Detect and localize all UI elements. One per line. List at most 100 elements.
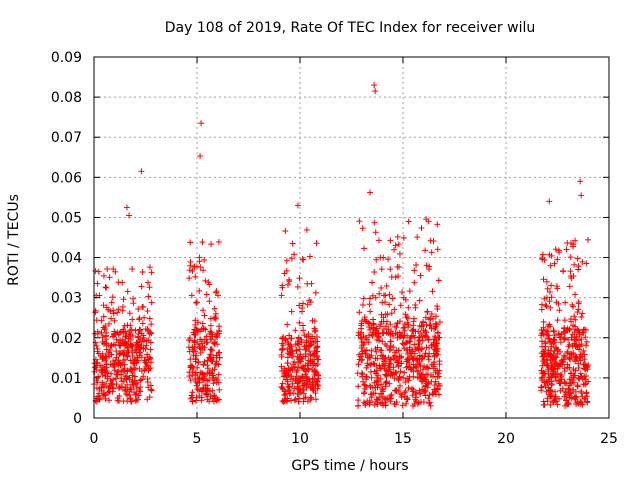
- data-point: [204, 382, 211, 389]
- data-point: [293, 369, 300, 376]
- data-point: [285, 386, 292, 393]
- data-point: [189, 268, 196, 275]
- data-point: [98, 387, 105, 394]
- data-point: [214, 292, 221, 299]
- data-point: [108, 315, 115, 322]
- data-point: [128, 398, 135, 405]
- data-point: [293, 347, 300, 354]
- data-point: [206, 298, 213, 305]
- data-point: [289, 353, 296, 360]
- data-point: [112, 330, 119, 337]
- data-point: [356, 351, 363, 358]
- data-point: [186, 348, 193, 355]
- data-point: [310, 387, 317, 394]
- data-point: [298, 308, 305, 315]
- data-point: [142, 365, 149, 372]
- data-point: [572, 237, 579, 244]
- data-point: [146, 264, 153, 271]
- data-point: [561, 368, 568, 375]
- data-point: [422, 314, 429, 321]
- data-point: [107, 361, 114, 368]
- x-tick-label: 20: [497, 431, 515, 447]
- data-point: [299, 300, 306, 307]
- data-point: [559, 359, 566, 366]
- data-point: [307, 338, 314, 345]
- data-point: [135, 334, 142, 341]
- data-point: [383, 318, 390, 325]
- data-point: [568, 380, 575, 387]
- data-point: [562, 353, 569, 360]
- data-point: [434, 306, 441, 313]
- data-point: [576, 343, 583, 350]
- y-tick-label: 0.06: [51, 170, 82, 186]
- data-point: [148, 387, 155, 394]
- data-point: [566, 283, 573, 290]
- data-point: [550, 368, 557, 375]
- data-point: [575, 400, 582, 407]
- data-point: [109, 381, 116, 388]
- data-point: [545, 376, 552, 383]
- data-point: [138, 168, 145, 175]
- data-point: [381, 363, 388, 370]
- data-point: [393, 347, 400, 354]
- data-point: [396, 373, 403, 380]
- data-point: [387, 237, 394, 244]
- data-point: [387, 356, 394, 363]
- data-point: [311, 318, 318, 325]
- data-point: [367, 354, 374, 361]
- data-point: [200, 307, 207, 314]
- data-point: [148, 386, 155, 393]
- data-point: [551, 260, 558, 267]
- data-point: [131, 346, 138, 353]
- data-point: [558, 376, 565, 383]
- data-point: [292, 327, 299, 334]
- y-tick-label: 0.02: [51, 331, 82, 347]
- data-point: [413, 364, 420, 371]
- data-point: [105, 349, 112, 356]
- data-point: [107, 308, 114, 315]
- data-point: [378, 284, 385, 291]
- data-point: [376, 362, 383, 369]
- data-point: [360, 378, 367, 385]
- data-point: [145, 356, 152, 363]
- data-point: [394, 320, 401, 327]
- data-point: [434, 367, 441, 374]
- data-point: [419, 353, 426, 360]
- data-point: [209, 370, 216, 377]
- data-point: [538, 384, 545, 391]
- data-point: [116, 329, 123, 336]
- data-point: [278, 353, 285, 360]
- data-point: [557, 348, 564, 355]
- data-point: [148, 321, 155, 328]
- data-point: [373, 348, 380, 355]
- data-point: [420, 399, 427, 406]
- data-point: [560, 268, 567, 275]
- data-point: [548, 380, 555, 387]
- data-point: [429, 288, 436, 295]
- data-point: [108, 370, 115, 377]
- data-point: [544, 398, 551, 405]
- data-point: [369, 384, 376, 391]
- data-point: [409, 327, 416, 334]
- data-point: [387, 366, 394, 373]
- data-point: [112, 342, 119, 349]
- data-point: [579, 401, 586, 408]
- data-point: [416, 341, 423, 348]
- data-point: [139, 269, 146, 276]
- data-point: [560, 336, 567, 343]
- data-point: [424, 308, 431, 315]
- data-point: [367, 308, 374, 315]
- data-point: [397, 302, 404, 309]
- data-point: [125, 335, 132, 342]
- data-point: [116, 351, 123, 358]
- data-point: [95, 373, 102, 380]
- data-point: [279, 282, 286, 289]
- data-point: [552, 371, 559, 378]
- data-point: [112, 357, 119, 364]
- data-point: [195, 387, 202, 394]
- data-point: [134, 341, 141, 348]
- data-point: [201, 358, 208, 365]
- data-point: [582, 373, 589, 380]
- data-point: [138, 330, 145, 337]
- data-point: [390, 355, 397, 362]
